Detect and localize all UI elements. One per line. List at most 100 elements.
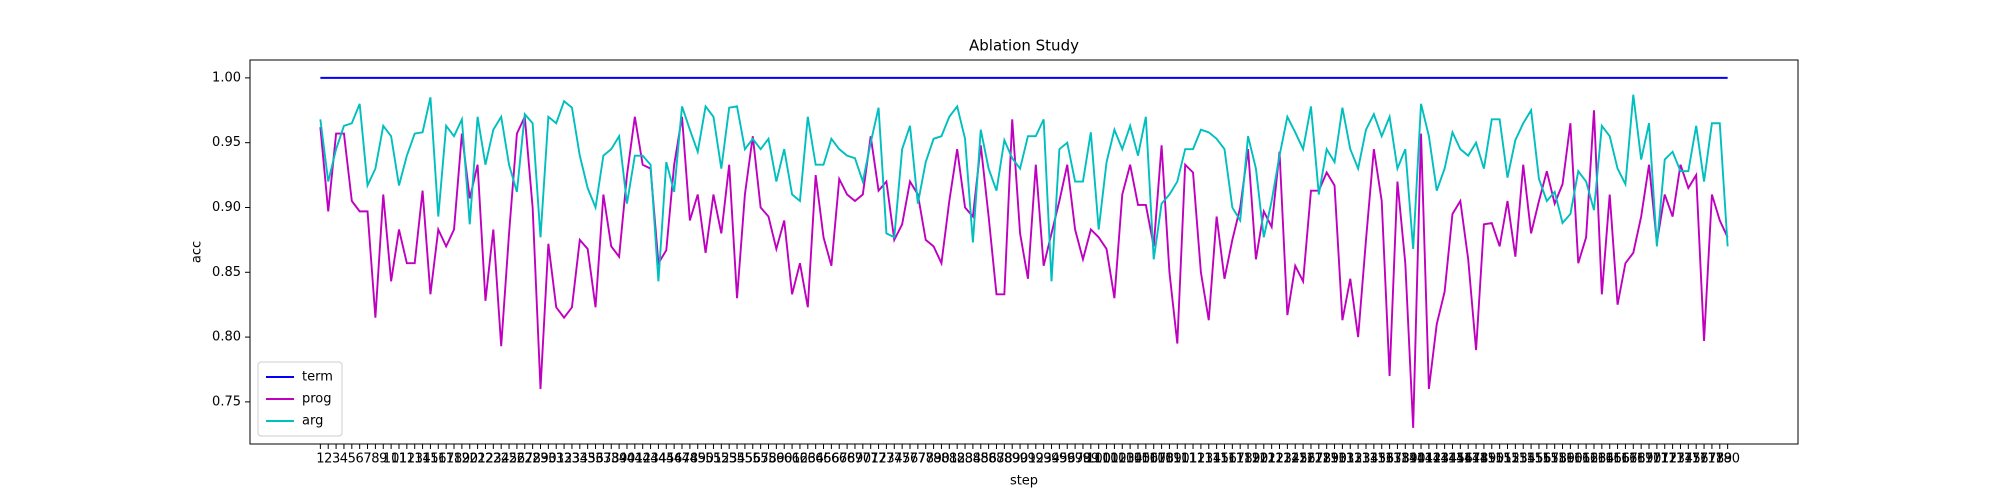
x-tick-label: 104 [1118, 452, 1143, 467]
x-tick-label: 57 [752, 452, 769, 467]
x-tick-label: 73 [878, 452, 895, 467]
x-tick-label: 171 [1644, 452, 1669, 467]
x-tick-label: 77 [910, 452, 927, 467]
x-tick-label: 55 [737, 452, 754, 467]
x-tick-label: 52 [713, 452, 730, 467]
x-tick-label: 44 [650, 452, 667, 467]
x-tick-label: 123 [1267, 452, 1292, 467]
x-tick-label: 16 [430, 452, 447, 467]
x-tick-label: 113 [1188, 452, 1213, 467]
x-tick-label: 157 [1534, 452, 1559, 467]
x-tick-label: 92 [1028, 452, 1045, 467]
x-tick-label: 94 [1043, 452, 1060, 467]
x-tick-label: 87 [988, 452, 1005, 467]
x-tick-label: 41 [627, 452, 644, 467]
x-tick-label: 168 [1621, 452, 1646, 467]
legend-label: arg [302, 414, 323, 429]
x-tick-label: 35 [579, 452, 596, 467]
x-tick-label: 86 [980, 452, 997, 467]
x-tick-label: 72 [870, 452, 887, 467]
y-tick-label: 0.80 [212, 330, 241, 345]
x-tick-label: 74 [886, 452, 903, 467]
x-tick-label: 79 [925, 452, 942, 467]
x-axis-label: step [1010, 474, 1038, 489]
x-tick-label: 11 [391, 452, 408, 467]
x-tick-label: 140 [1401, 452, 1426, 467]
x-tick-label: 67 [831, 452, 848, 467]
x-tick-label: 66 [823, 452, 840, 467]
x-tick-label: 1 [316, 452, 324, 467]
x-tick-label: 180 [1715, 452, 1740, 467]
x-tick-label: 4 [340, 452, 348, 467]
plot-frame [249, 59, 1799, 445]
x-tick-label: 116 [1212, 452, 1237, 467]
x-tick-label: 3 [332, 452, 340, 467]
x-tick-label: 8 [371, 452, 379, 467]
x-tick-label: 45 [658, 452, 675, 467]
x-tick-label: 39 [611, 452, 628, 467]
x-tick-label: 54 [729, 452, 746, 467]
x-tick-label: 172 [1652, 452, 1677, 467]
x-tick-label: 122 [1259, 452, 1284, 467]
x-tick-label: 145 [1440, 452, 1465, 467]
x-tick-label: 21 [469, 452, 486, 467]
x-tick-label: 28 [524, 452, 541, 467]
x-tick-label: 154 [1511, 452, 1536, 467]
x-tick-label: 40 [619, 452, 636, 467]
x-tick-label: 158 [1542, 452, 1567, 467]
x-tick-label: 132 [1338, 452, 1363, 467]
x-tick-label: 19 [454, 452, 471, 467]
x-tick-label: 99 [1083, 452, 1100, 467]
x-tick-label: 25 [501, 452, 518, 467]
x-tick-label: 167 [1613, 452, 1638, 467]
x-tick-label: 102 [1102, 452, 1127, 467]
x-tick-label: 126 [1291, 452, 1316, 467]
x-tick-label: 84 [965, 452, 982, 467]
x-tick-label: 110 [1165, 452, 1190, 467]
x-tick-label: 164 [1589, 452, 1614, 467]
y-tick-label: 0.90 [212, 200, 241, 215]
x-tick-label: 36 [587, 452, 604, 467]
series-line [319, 110, 1729, 428]
x-tick-label: 120 [1244, 452, 1269, 467]
x-tick-label: 146 [1448, 452, 1473, 467]
x-tick-label: 5 [348, 452, 356, 467]
x-tick-label: 138 [1385, 452, 1410, 467]
x-tick-label: 101 [1094, 452, 1119, 467]
x-tick-label: 160 [1558, 452, 1583, 467]
x-tick-label: 63 [800, 452, 817, 467]
x-tick-label: 2 [324, 452, 332, 467]
x-tick-label: 143 [1424, 452, 1449, 467]
x-tick-label: 29 [532, 452, 549, 467]
x-tick-label: 149 [1472, 452, 1497, 467]
x-tick-label: 20 [461, 452, 478, 467]
x-tick-label: 178 [1699, 452, 1724, 467]
y-tick-label: 0.95 [212, 135, 241, 150]
x-tick-label: 76 [902, 452, 919, 467]
x-tick-label: 153 [1503, 452, 1528, 467]
x-tick-label: 151 [1487, 452, 1512, 467]
x-tick-label: 75 [894, 452, 911, 467]
x-tick-label: 83 [957, 452, 974, 467]
x-tick-label: 107 [1141, 452, 1166, 467]
x-tick-label: 22 [477, 452, 494, 467]
x-tick-label: 50 [697, 452, 714, 467]
x-tick-label: 108 [1149, 452, 1174, 467]
x-tick-label: 129 [1314, 452, 1339, 467]
x-tick-label: 173 [1660, 452, 1685, 467]
x-tick-label: 32 [556, 452, 573, 467]
x-tick-label: 30 [540, 452, 557, 467]
x-tick-label: 163 [1582, 452, 1607, 467]
x-tick-label: 121 [1251, 452, 1276, 467]
x-tick-label: 10 [383, 452, 400, 467]
legend-box [257, 361, 343, 437]
x-tick-label: 156 [1527, 452, 1552, 467]
series-line [319, 94, 1729, 282]
x-tick-label: 18 [446, 452, 463, 467]
x-tick-label: 142 [1416, 452, 1441, 467]
x-tick-label: 85 [972, 452, 989, 467]
x-tick-label: 144 [1432, 452, 1457, 467]
x-tick-label: 70 [855, 452, 872, 467]
x-tick-label: 51 [705, 452, 722, 467]
x-tick-label: 12 [399, 452, 416, 467]
